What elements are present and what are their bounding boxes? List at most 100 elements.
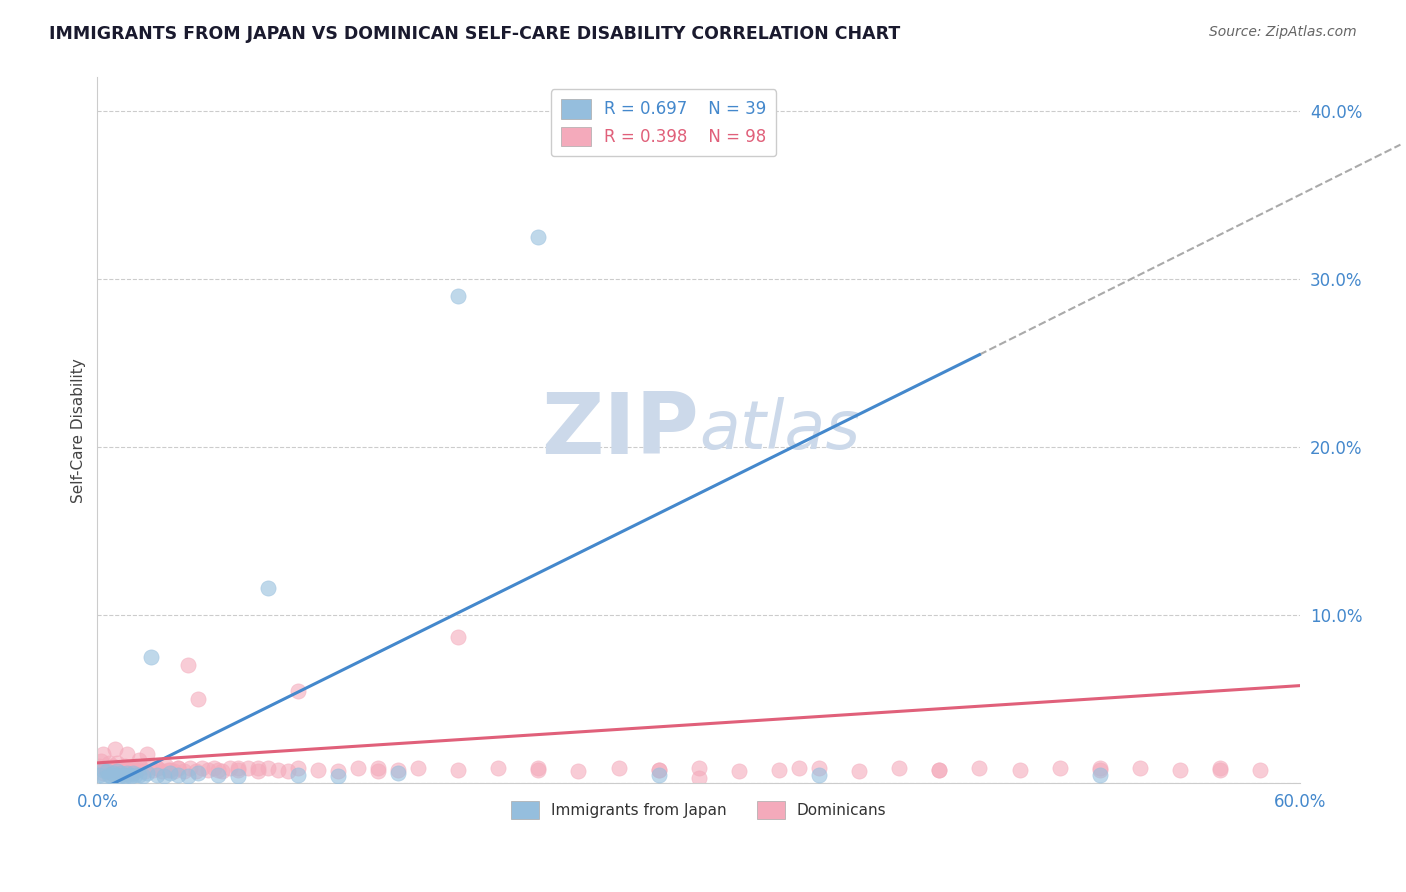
Point [647,763,669,777]
Point [96,764,118,779]
Point [527,763,550,777]
Point [256,581,278,595]
Point [112,767,135,781]
Point [202,761,225,775]
Text: Source: ZipAtlas.com: Source: ZipAtlas.com [1209,25,1357,39]
Point [138,759,160,773]
Point [122,766,145,780]
Point [387,766,409,780]
Point [287,683,309,698]
Point [108,764,131,779]
Point [287,761,309,775]
Point [226,763,249,777]
Point [197,763,219,777]
Point [128,752,150,766]
Point [527,761,550,775]
Point [146,767,169,781]
Point [1209,761,1232,775]
Point [447,289,470,303]
Point [124,767,146,781]
Point [100,766,122,780]
Point [787,761,810,775]
Point [1088,767,1111,781]
Point [136,747,159,762]
Point [969,761,991,775]
Point [246,764,269,779]
Point [1088,761,1111,775]
Point [176,658,198,673]
Point [104,742,127,756]
Point [94,761,117,775]
Point [89,759,111,773]
Point [98,756,121,770]
Point [122,761,145,775]
Point [134,764,156,779]
Point [211,764,233,779]
Point [688,771,710,785]
Point [277,764,299,779]
Point [326,764,349,779]
Point [114,759,136,773]
Point [166,767,188,781]
Point [1168,763,1191,777]
Point [166,761,188,775]
Point [152,769,174,783]
Point [142,763,165,777]
Point [146,761,169,775]
Point [146,761,169,775]
Point [179,761,201,775]
Point [104,767,127,781]
Point [159,766,181,780]
Point [103,766,125,780]
Point [132,769,155,783]
Point [89,767,111,781]
Point [928,763,950,777]
Point [117,747,139,762]
Point [90,754,112,768]
Point [93,763,115,777]
Point [218,761,240,775]
Point [647,763,669,777]
Point [1049,761,1071,775]
Point [226,769,249,783]
Point [190,761,212,775]
Point [607,761,630,775]
Point [187,766,209,780]
Point [287,767,309,781]
Text: atlas: atlas [699,397,860,463]
Point [1209,763,1232,777]
Text: ZIP: ZIP [541,389,699,472]
Point [527,230,550,244]
Point [118,766,141,780]
Point [159,763,181,777]
Point [96,764,118,779]
Point [103,759,125,773]
Point [647,767,669,781]
Point [118,767,141,781]
Point [173,764,195,779]
Point [567,764,589,779]
Point [104,763,127,777]
Point [1249,763,1271,777]
Point [267,763,290,777]
Point [141,650,163,665]
Point [105,764,128,779]
Point [848,764,870,779]
Point [93,766,115,780]
Point [176,769,198,783]
Point [155,759,177,773]
Point [207,767,229,781]
Point [387,763,409,777]
Point [889,761,911,775]
Point [94,771,117,785]
Point [226,761,249,775]
Text: IMMIGRANTS FROM JAPAN VS DOMINICAN SELF-CARE DISABILITY CORRELATION CHART: IMMIGRANTS FROM JAPAN VS DOMINICAN SELF-… [49,25,900,43]
Point [486,761,509,775]
Point [156,763,179,777]
Point [187,692,209,706]
Point [166,761,188,775]
Point [100,769,122,783]
Point [246,761,269,775]
Point [688,761,710,775]
Point [117,763,139,777]
